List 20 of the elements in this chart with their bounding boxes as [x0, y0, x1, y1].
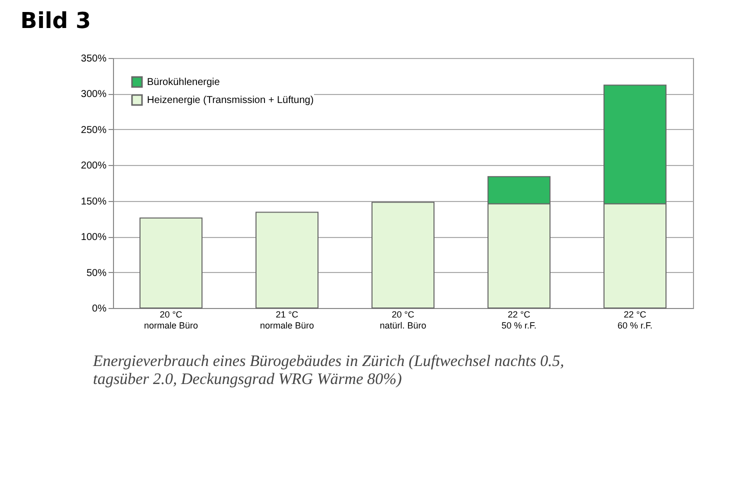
bar — [256, 212, 318, 308]
y-tick-label: 0% — [92, 304, 107, 314]
y-tick-label: 150% — [80, 196, 107, 208]
bar — [372, 202, 434, 308]
x-tick-label: 22 °C 50 % r.F. — [501, 310, 537, 330]
y-tick-label: 200% — [80, 160, 107, 172]
y-tick-label: 350% — [80, 54, 107, 64]
legend-label: Bürokühlenergie — [147, 77, 220, 88]
x-tick-label: 20 °C normale Büro — [144, 310, 198, 330]
x-tick-label: 22 °C 60 % r.F. — [617, 310, 653, 330]
x-tick-label: 21 °C normale Büro — [260, 310, 314, 330]
legend-label: Heizenergie (Transmission + Lüftung) — [147, 95, 314, 106]
bar — [140, 218, 202, 308]
chart-title: Bild 3 — [20, 9, 91, 34]
x-tick-label: 20 °C natürl. Büro — [380, 310, 426, 330]
y-tick-label: 300% — [80, 89, 107, 100]
y-tick-label: 50% — [86, 268, 107, 279]
text: Energieverbrauch eines Bürogebäudes in Zürich (Luftwechsel nachts 0.5, tagsüber 2.0, Deckungsgrad WRG Wärme 80%) — [92, 353, 564, 388]
y-tick-label: 250% — [80, 124, 107, 136]
y-tick-label: 100% — [80, 232, 107, 244]
